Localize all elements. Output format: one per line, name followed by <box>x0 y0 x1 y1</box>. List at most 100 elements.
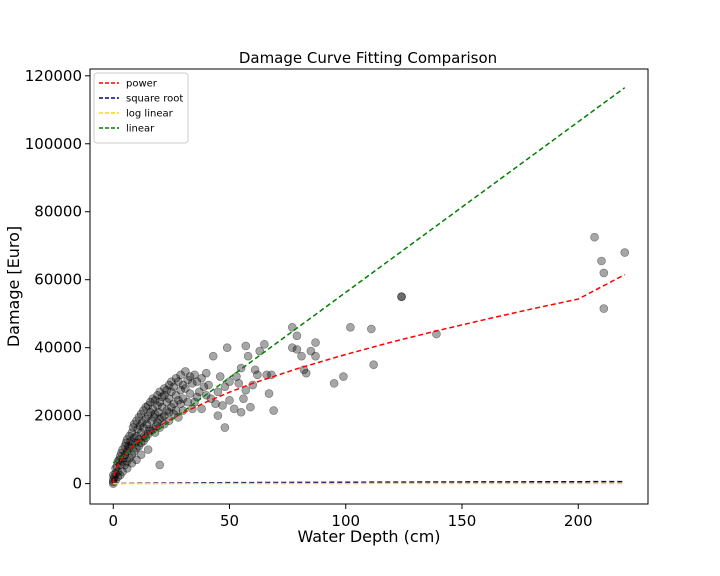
scatter-point <box>118 467 127 477</box>
scatter-point <box>148 394 158 403</box>
scatter-point <box>136 409 146 419</box>
y-axis-label: Damage [Euro] <box>4 226 23 347</box>
scatter-point <box>211 399 220 409</box>
scatter-point <box>234 379 244 388</box>
scatter-point <box>176 385 185 395</box>
scatter-point <box>397 292 406 301</box>
legend-label: power <box>126 79 158 90</box>
scatter-point <box>143 445 153 454</box>
scatter-point <box>599 268 609 278</box>
scatter-point <box>236 407 246 417</box>
x-tick-label: 50 <box>220 512 239 530</box>
scatter-point <box>141 433 151 443</box>
scatter-point <box>253 370 262 380</box>
y-tick-label: 0 <box>72 475 82 493</box>
scatter-point <box>229 404 239 414</box>
plot-frame <box>89 68 649 505</box>
legend: power square root log linear linear <box>93 72 189 144</box>
scatter-point <box>241 341 251 351</box>
scatter-point <box>155 414 165 424</box>
y-tick-label: 40000 <box>34 339 82 357</box>
scatter-point <box>192 377 202 386</box>
scatter-point <box>151 421 161 431</box>
scatter-point <box>147 416 156 426</box>
scatter-point <box>135 421 145 431</box>
scatter-point <box>220 382 230 392</box>
scatter-point <box>311 338 320 347</box>
scatter-point <box>164 380 174 390</box>
scatter-point <box>139 423 148 432</box>
scatter-point <box>150 396 160 405</box>
scatter-point <box>157 413 167 422</box>
scatter-point <box>190 370 199 380</box>
scatter-point <box>185 372 195 381</box>
scatter-point <box>146 426 155 436</box>
scatter-point <box>127 458 137 468</box>
scatter-point <box>292 345 302 354</box>
scatter-point <box>204 380 213 390</box>
scatter-point <box>132 431 141 441</box>
scatter-point <box>167 402 176 412</box>
scatter-point <box>215 372 225 381</box>
scatter-point <box>306 346 316 356</box>
scatter-point <box>225 377 234 386</box>
scatter-point <box>143 411 153 420</box>
scatter-point <box>620 248 630 257</box>
scatter-point <box>141 414 151 424</box>
scatter-point <box>129 419 139 429</box>
scatter-point <box>222 343 232 352</box>
scatter-point <box>220 423 230 432</box>
scatter-point <box>141 402 151 412</box>
scatter-point <box>178 394 188 403</box>
x-axis: 0 50 100 150 200 <box>108 504 593 530</box>
scatter-point <box>121 438 131 448</box>
scatter-point <box>122 464 132 473</box>
scatter-point <box>287 343 297 352</box>
scatter-point <box>269 406 278 415</box>
scatter-point <box>250 365 260 375</box>
scatter-point <box>125 453 134 463</box>
scatter-point <box>171 390 181 400</box>
scatter-point <box>167 377 176 386</box>
scatter-point <box>181 384 190 393</box>
scatter-point <box>155 423 165 432</box>
y-tick-label: 80000 <box>34 203 82 221</box>
chart-title: Damage Curve Fitting Comparison <box>239 49 497 67</box>
scatter-point <box>153 418 162 427</box>
scatter-point <box>146 397 155 407</box>
scatter-point <box>346 322 355 332</box>
y-tick-label: 120000 <box>25 67 82 85</box>
scatter-point <box>128 423 138 432</box>
x-tick-label: 200 <box>564 512 593 530</box>
scatter-point <box>178 380 188 390</box>
scatter-point <box>142 419 152 429</box>
scatter-point <box>311 351 320 361</box>
scatter-point <box>299 365 309 375</box>
scatter-point <box>149 413 159 422</box>
scatter-point <box>176 370 185 380</box>
scatter-point <box>127 428 137 437</box>
scatter-point <box>122 457 132 466</box>
scatter-point <box>133 424 142 434</box>
scatter-point <box>164 407 174 417</box>
scatter-point <box>183 397 192 407</box>
scatter-point <box>162 397 172 407</box>
scatter-point <box>164 394 174 403</box>
x-tick-label: 0 <box>108 512 118 530</box>
y-axis: 0 20000 40000 60000 80000 100000 120000 <box>25 67 90 493</box>
scatter-point <box>139 406 148 415</box>
scatter-point <box>153 401 162 410</box>
scatter-point <box>169 382 178 392</box>
scatter-point <box>225 396 234 405</box>
scatter-point <box>162 406 172 415</box>
scatter-point <box>115 470 125 480</box>
y-tick-label: 100000 <box>25 135 82 153</box>
scatter-point <box>329 379 339 388</box>
x-axis-label: Water Depth (cm) <box>297 527 440 546</box>
scatter-point <box>136 428 146 437</box>
scatter-point <box>132 416 141 426</box>
scatter-point <box>171 373 181 383</box>
scatter-point <box>246 402 255 412</box>
scatter-point <box>174 396 183 405</box>
